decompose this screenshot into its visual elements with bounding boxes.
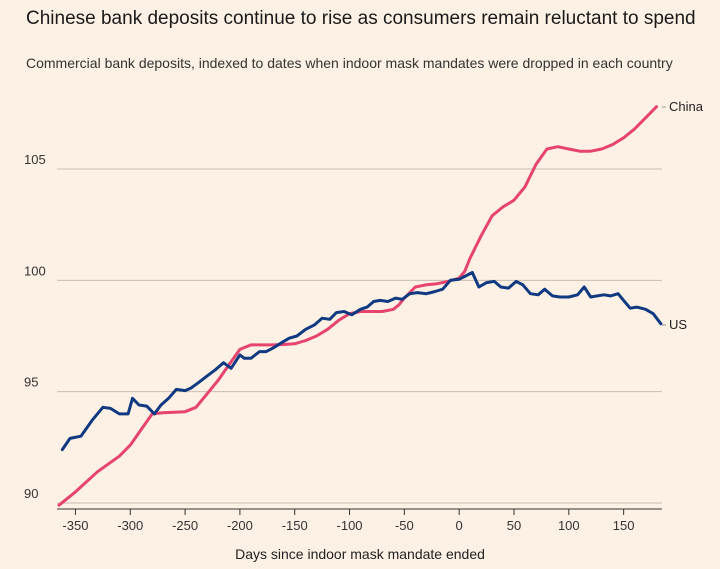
chart-subtitle: Commercial bank deposits, indexed to dat… — [26, 55, 673, 71]
y-tick-label: 100 — [24, 263, 46, 278]
y-tick-label: 105 — [24, 152, 46, 167]
x-tick-label: -150 — [282, 518, 308, 533]
series-label-us: US — [669, 317, 687, 332]
x-tick-label: 50 — [507, 518, 521, 533]
y-tick-label: 95 — [24, 375, 38, 390]
x-tick-label: -300 — [117, 518, 143, 533]
y-tick-label: 90 — [24, 486, 38, 501]
x-tick-label: -350 — [62, 518, 88, 533]
x-tick-label: -200 — [227, 518, 253, 533]
x-tick-label: -250 — [172, 518, 198, 533]
gridlines — [57, 168, 662, 504]
series-labels: China US — [662, 99, 704, 332]
x-tick-label: 100 — [558, 518, 580, 533]
x-tick-label: -50 — [395, 518, 414, 533]
x-axis-title: Days since indoor mask mandate ended — [235, 546, 485, 562]
series-line-china — [57, 105, 658, 507]
series-lines — [57, 105, 663, 507]
series-line-us — [60, 271, 663, 452]
series-label-china: China — [669, 99, 704, 114]
y-axis-ticks: 90 95 100 105 — [24, 152, 46, 501]
x-axis: -350 -300 -250 -200 -150 -100 -50 0 50 100 150 — [57, 508, 662, 533]
chart-title: Chinese bank deposits continue to rise a… — [26, 8, 696, 29]
x-tick-label: 0 — [456, 518, 463, 533]
x-tick-label: 150 — [613, 518, 635, 533]
x-tick-label: -100 — [337, 518, 363, 533]
